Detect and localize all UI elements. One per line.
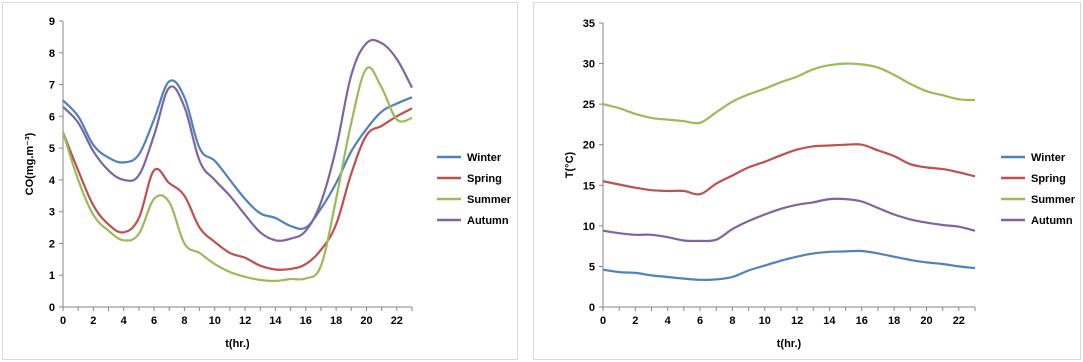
co-x-tick-label: 4 (121, 315, 128, 327)
temp-series-line-winter (602, 249, 976, 281)
co-x-axis-label: t(hr.) (225, 338, 250, 350)
co-y-tick-label: 6 (49, 111, 55, 123)
temp-x-tick-label: 8 (729, 315, 735, 327)
temp-y-axis-label: T(°C) (564, 151, 576, 178)
temperature-chart: 0 5 10 15 20 25 30 35 0 2 4 6 8 10 12 14 16 18 20 22 t(hr.) T… (564, 18, 1076, 350)
co-x-tick-label: 10 (209, 315, 221, 327)
temp-y-tick-label: 25 (583, 99, 595, 111)
temp-x-tick-label: 2 (632, 315, 638, 327)
co-series-line-autumn (62, 38, 413, 242)
temp-x-tick-label: 10 (759, 315, 771, 327)
temp-y-tick-label: 20 (583, 140, 595, 152)
temp-x-tick-label: 12 (791, 315, 803, 327)
co-series-line-winter (62, 79, 413, 231)
co-x-tick-label: 0 (60, 315, 66, 327)
co-series-line-spring (61, 107, 413, 271)
temp-y-tick-label: 10 (583, 221, 595, 233)
co-x-tick-label: 8 (181, 315, 187, 327)
co-x-tick-label: 2 (90, 315, 96, 327)
co-x-tick-label: 18 (330, 315, 342, 327)
co-y-tick-label: 9 (49, 16, 55, 28)
temp-series-line-spring (602, 143, 976, 196)
co-y-tick-label: 3 (49, 207, 55, 219)
co-legend-label-summer: Summer (467, 194, 512, 206)
co-x-tick-label: 6 (151, 315, 157, 327)
temp-x-tick-label: 22 (953, 315, 965, 327)
temp-x-tick-label: 0 (600, 315, 606, 327)
temp-series-line-summer (602, 62, 976, 125)
temp-x-axis-label: t(hr.) (777, 338, 802, 350)
temp-y-tick-label: 15 (583, 180, 595, 192)
temperature-chart-panel: 0 5 10 15 20 25 30 35 0 2 4 6 8 10 12 14 16 18 20 22 t(hr.) T… (533, 2, 1081, 360)
temp-x-tick-label: 6 (697, 315, 703, 327)
co-series-line-summer (61, 66, 413, 283)
co-y-tick-label: 0 (49, 302, 55, 314)
co-y-tick-label: 1 (49, 270, 55, 282)
temp-legend-label-summer: Summer (1031, 194, 1076, 206)
co-y-axis-label: CO(mg.m⁻³) (24, 132, 36, 195)
co-y-tick-label: 5 (49, 143, 55, 155)
co-x-tick-label: 14 (269, 315, 282, 327)
co-y-tick-label: 2 (49, 238, 55, 250)
co-y-tick-label: 7 (49, 80, 55, 92)
temp-x-tick-label: 18 (888, 315, 900, 327)
temp-legend-label-winter: Winter (1031, 152, 1066, 164)
temp-y-tick-label: 0 (589, 302, 595, 314)
co-y-tick-label: 4 (49, 175, 56, 187)
temp-series-line-autumn (602, 197, 976, 243)
co-chart-panel: 0 1 2 3 4 5 6 7 8 9 0 2 4 6 8 10 12 14 16 18 20 22 t(hr.) CO(mg… (2, 2, 518, 360)
co-legend-label-autumn: Autumn (467, 215, 509, 227)
co-legend-label-winter: Winter (467, 152, 502, 164)
temp-x-tick-label: 16 (856, 315, 868, 327)
temp-x-tick-label: 4 (665, 315, 672, 327)
temp-y-tick-label: 30 (583, 59, 595, 71)
temp-x-tick-label: 14 (823, 315, 836, 327)
co-legend-label-spring: Spring (467, 173, 502, 185)
temp-y-tick-label: 5 (589, 261, 595, 273)
co-y-tick-label: 8 (49, 48, 55, 60)
temp-y-tick-label: 35 (583, 18, 595, 30)
co-x-tick-label: 12 (239, 315, 251, 327)
temp-legend-label-spring: Spring (1031, 173, 1066, 185)
co-x-tick-label: 22 (391, 315, 403, 327)
temp-legend-label-autumn: Autumn (1031, 215, 1073, 227)
co-x-tick-label: 20 (360, 315, 372, 327)
temp-x-tick-label: 20 (920, 315, 932, 327)
co-x-tick-label: 16 (300, 315, 312, 327)
